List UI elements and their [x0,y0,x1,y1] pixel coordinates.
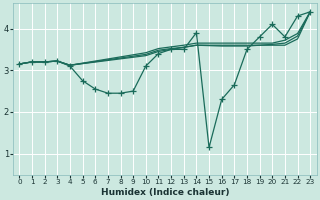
X-axis label: Humidex (Indice chaleur): Humidex (Indice chaleur) [100,188,229,197]
